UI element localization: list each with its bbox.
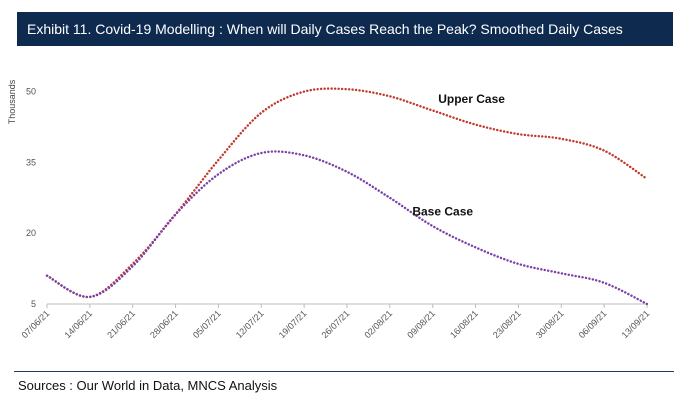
x-tick-label: 23/08/21 [491,308,523,340]
x-tick-label: 14/06/21 [62,308,94,340]
x-tick-label: 02/08/21 [362,308,394,340]
series-labels: Upper Case Base Case [412,92,505,219]
footer-divider [14,371,674,372]
title-bar: Exhibit 11. Covid-19 Modelling : When wi… [17,12,673,46]
y-tick-label: 5 [31,299,36,309]
x-tick-label: 13/09/21 [620,308,652,340]
x-tick-label: 07/06/21 [20,308,52,340]
series-line-upper [45,87,649,299]
x-axis: 07/06/21 14/06/21 21/06/21 28/06/21 05/07/21… [20,303,652,340]
series-line-base [45,150,649,306]
x-tick-label: 28/06/21 [148,308,180,340]
series-group [45,87,649,306]
x-tick-label: 26/07/21 [320,308,352,340]
y-axis-title: Thousands [7,79,17,124]
x-tick-label: 09/08/21 [405,308,437,340]
y-axis-ticks: 5 20 35 50 [26,87,36,309]
y-tick-label: 50 [26,87,36,97]
x-tick-label: 21/06/21 [105,308,137,340]
x-tick-label: 12/07/21 [234,308,266,340]
chart-title: Exhibit 11. Covid-19 Modelling : When wi… [27,21,623,37]
line-chart: Thousands 5 20 35 50 07/06/21 14/06/21 21/06/… [7,79,652,340]
y-tick-label: 35 [26,157,36,167]
x-tick-label: 30/08/21 [534,308,566,340]
x-tick-label: 16/08/21 [448,308,480,340]
series-label-base: Base Case [412,204,473,218]
y-axis-title-group: Thousands [7,79,17,124]
source-note: Sources : Our World in Data, MNCS Analys… [18,378,278,393]
x-tick-label: 19/07/21 [277,308,309,340]
x-tick-label: 05/07/21 [191,308,223,340]
x-tick-label: 06/09/21 [577,308,609,340]
y-tick-label: 20 [26,228,36,238]
series-label-upper: Upper Case [438,92,505,106]
